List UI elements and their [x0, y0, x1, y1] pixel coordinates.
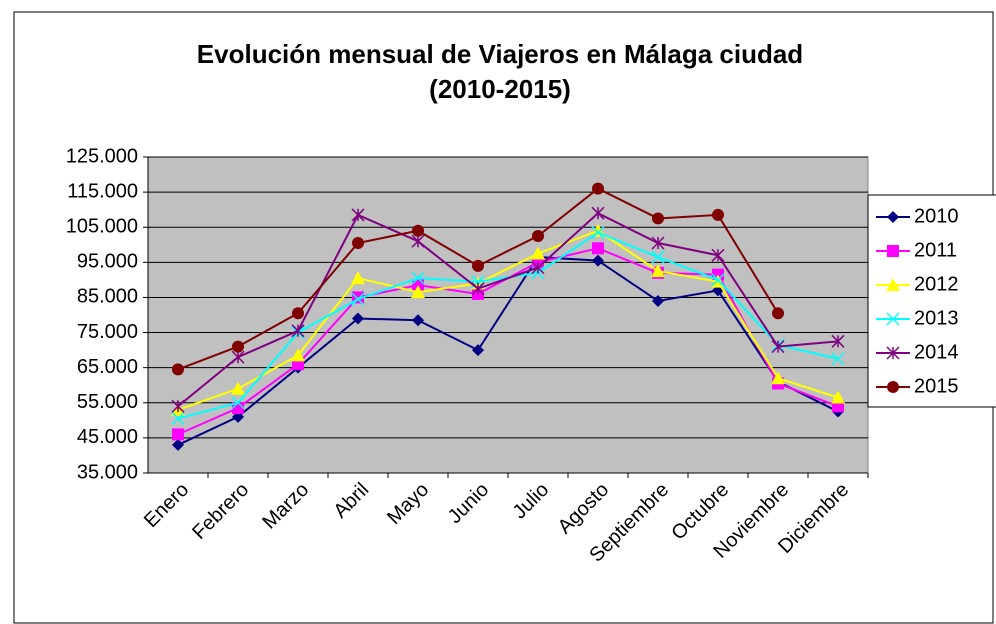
marker	[592, 182, 604, 195]
marker	[412, 314, 424, 327]
marker	[532, 230, 544, 242]
legend-label: 2010	[914, 205, 959, 227]
legend-label: 2011	[914, 239, 957, 261]
marker	[412, 224, 424, 237]
marker	[171, 399, 185, 413]
marker	[172, 438, 184, 451]
plot-area	[147, 156, 869, 474]
y-tick-label: 75.000	[77, 321, 138, 343]
marker	[592, 254, 604, 267]
marker	[172, 428, 184, 441]
y-tick-label: 125.000	[66, 145, 138, 167]
marker	[232, 340, 244, 353]
marker	[711, 248, 725, 262]
marker	[531, 246, 545, 260]
y-tick-label: 65.000	[77, 356, 138, 378]
legend-marker	[887, 245, 899, 257]
y-tick-label: 95.000	[77, 251, 138, 273]
marker	[352, 312, 364, 325]
legend-marker	[886, 346, 900, 360]
marker	[831, 334, 845, 348]
legend-marker	[887, 211, 899, 223]
marker	[591, 225, 605, 240]
y-tick-label: 115.000	[67, 180, 138, 202]
marker	[651, 236, 665, 250]
series-line	[177, 229, 839, 411]
y-tick-label: 105.000	[66, 216, 138, 238]
marker	[831, 390, 845, 404]
chart-title: (2010-2015)	[429, 74, 571, 104]
chart-title: Evolución mensual de Viajeros en Málaga …	[197, 39, 803, 69]
marker	[712, 208, 724, 221]
marker	[231, 350, 245, 364]
legend-label: 2015	[914, 375, 959, 397]
marker	[652, 294, 664, 307]
y-tick-label: 45.000	[77, 426, 138, 448]
marker	[771, 371, 785, 385]
y-tick-label: 85.000	[77, 286, 138, 308]
marker	[231, 396, 245, 410]
marker	[471, 282, 485, 296]
marker	[411, 234, 425, 248]
series-line	[177, 211, 839, 408]
marker	[591, 206, 605, 220]
legend-marker	[887, 381, 899, 393]
marker	[291, 348, 305, 362]
marker	[711, 273, 725, 287]
marker	[411, 271, 425, 285]
marker	[172, 363, 184, 376]
marker	[292, 307, 304, 320]
marker	[352, 237, 364, 250]
marker	[472, 344, 484, 357]
legend-box	[867, 194, 996, 408]
marker	[231, 381, 245, 395]
marker	[592, 242, 604, 255]
marker	[351, 208, 365, 222]
marker	[411, 285, 425, 299]
legend-label: 2013	[914, 307, 959, 329]
legend-marker	[886, 278, 900, 291]
legend-label: 2014	[914, 341, 959, 363]
marker	[831, 352, 845, 366]
marker	[772, 307, 784, 320]
series-line	[177, 256, 839, 446]
marker	[351, 271, 365, 285]
y-tick-label: 35.000	[77, 461, 138, 483]
marker	[531, 261, 545, 275]
marker	[351, 292, 365, 306]
marker	[652, 212, 664, 225]
marker	[651, 264, 665, 278]
y-tick-label: 55.000	[77, 391, 138, 413]
marker	[171, 412, 185, 426]
marker	[651, 250, 665, 264]
marker	[291, 324, 305, 338]
legend-label: 2012	[914, 273, 959, 295]
legend-marker	[886, 312, 900, 326]
marker	[771, 340, 785, 354]
marker	[472, 259, 484, 272]
